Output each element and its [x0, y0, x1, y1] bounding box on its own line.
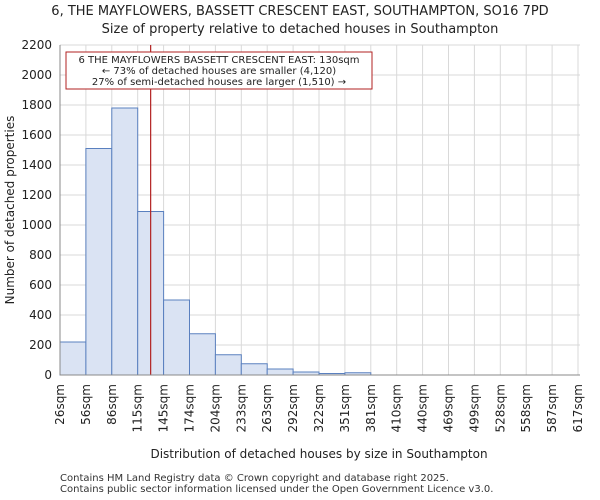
- x-tick-label: 351sqm: [338, 384, 352, 432]
- footer-line-1: Contains HM Land Registry data © Crown c…: [60, 473, 449, 484]
- y-tick-label: 400: [29, 308, 52, 322]
- x-tick-label: 263sqm: [260, 384, 274, 432]
- annotation-line-3: 27% of semi-detached houses are larger (…: [92, 77, 346, 88]
- bar: [59, 341, 87, 376]
- bar: [111, 107, 139, 376]
- y-tick-label: 2000: [21, 68, 52, 82]
- x-tick-label: 145sqm: [157, 384, 171, 432]
- histogram-chart: 0 200 400 600 800 1000 1200 1400 1600 1800 2000 220…: [3, 38, 585, 461]
- x-tick-label: 115sqm: [131, 384, 145, 432]
- x-tick-label: 440sqm: [416, 384, 430, 432]
- x-tick-label: 381sqm: [364, 384, 378, 432]
- x-tick-label: 174sqm: [183, 384, 197, 432]
- x-tick-label: 56sqm: [79, 384, 93, 425]
- annotation: 6 THE MAYFLOWERS BASSETT CRESCENT EAST: …: [65, 51, 373, 90]
- x-tick-label: 86sqm: [105, 384, 119, 425]
- x-tick-label: 558sqm: [519, 384, 533, 432]
- y-axis-label: Number of detached properties: [3, 116, 17, 305]
- y-tick-label: 0: [44, 368, 52, 382]
- x-tick-label: 233sqm: [234, 384, 248, 432]
- x-tick-label: 528sqm: [493, 384, 507, 432]
- y-tick-label: 1800: [21, 98, 52, 112]
- bar: [85, 148, 113, 376]
- x-tick-label: 499sqm: [467, 384, 481, 432]
- footer: Contains HM Land Registry data © Crown c…: [60, 473, 493, 495]
- y-tick-label: 1600: [21, 128, 52, 142]
- axes: 0 200 400 600 800 1000 1200 1400 1600 1800 2000 220…: [21, 38, 585, 432]
- footer-line-2: Contains public sector information licen…: [60, 484, 494, 495]
- x-tick-label: 204sqm: [208, 384, 222, 432]
- bar: [266, 368, 294, 376]
- x-tick-label: 617sqm: [571, 384, 585, 432]
- annotation-box: [65, 51, 373, 90]
- bar: [214, 354, 242, 376]
- x-axis-label: Distribution of detached houses by size …: [150, 447, 487, 461]
- x-tick-label: 26sqm: [53, 384, 67, 425]
- y-tick-label: 1000: [21, 218, 52, 232]
- x-tick-label: 469sqm: [442, 384, 456, 432]
- bar: [163, 299, 191, 376]
- y-tick-label: 600: [29, 278, 52, 292]
- y-tick-label: 1400: [21, 158, 52, 172]
- annotation-line-2: ← 73% of detached houses are smaller (4,…: [102, 66, 336, 77]
- bar: [240, 363, 268, 376]
- y-tick-label: 200: [29, 338, 52, 352]
- chart-title-block: 6, THE MAYFLOWERS, BASSETT CRESCENT EAST…: [0, 3, 600, 39]
- x-tick-label: 587sqm: [545, 384, 559, 432]
- annotation-line-1: 6 THE MAYFLOWERS BASSETT CRESCENT EAST: …: [78, 55, 359, 66]
- x-tick-label: 292sqm: [286, 384, 300, 432]
- y-tick-label: 1200: [21, 188, 52, 202]
- x-tick-label: 410sqm: [390, 384, 404, 432]
- chart-subtitle: Size of property relative to detached ho…: [101, 22, 499, 37]
- chart-title: 6, THE MAYFLOWERS, BASSETT CRESCENT EAST…: [51, 4, 549, 19]
- bar: [189, 333, 216, 376]
- x-tick-label: 322sqm: [312, 384, 326, 432]
- y-tick-label: 800: [29, 248, 52, 262]
- y-tick-label: 2200: [21, 38, 52, 52]
